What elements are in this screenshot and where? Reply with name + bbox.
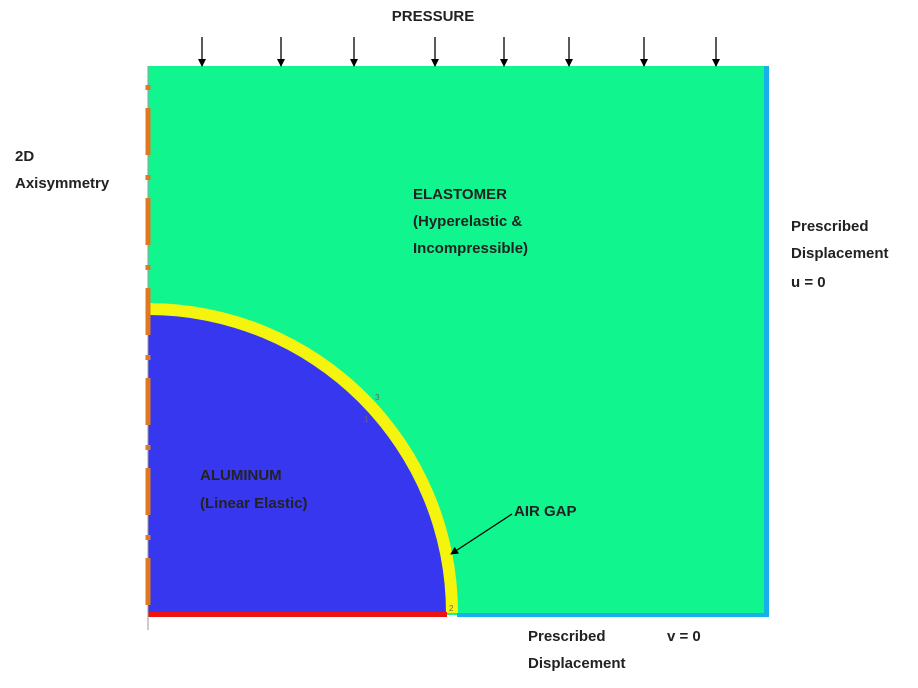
node-label: 3 — [375, 393, 380, 402]
aluminum-label: (Linear Elastic) — [200, 495, 308, 512]
bottom-bc-label: Prescribed — [528, 628, 606, 645]
aluminum-region — [148, 315, 446, 613]
right-boundary — [764, 66, 769, 617]
bottom-boundary-aluminum — [148, 612, 447, 617]
bottom-bc-label: v = 0 — [667, 628, 701, 645]
right-bc-label: u = 0 — [791, 274, 826, 291]
bottom-boundary-elastomer — [457, 613, 769, 617]
bottom-bc-label: Displacement — [528, 655, 626, 672]
air-gap-label: AIR GAP — [514, 503, 577, 520]
axisymmetry-label: 2D — [15, 148, 34, 165]
axisymmetry-label: Axisymmetry — [15, 175, 110, 192]
air-gap-arrow — [450, 513, 513, 555]
pressure-arrows — [198, 37, 720, 67]
node-label: 1 — [364, 415, 369, 424]
right-bc-label: Prescribed — [791, 218, 869, 235]
elastomer-label: (Hyperelastic & — [413, 213, 522, 230]
elastomer-label: Incompressible) — [413, 240, 528, 257]
pressure-label: PRESSURE — [392, 8, 475, 25]
elastomer-label: ELASTOMER — [413, 186, 507, 203]
node-label: 2 — [449, 604, 454, 613]
right-bc-label: Displacement — [791, 245, 889, 262]
aluminum-label: ALUMINUM — [200, 467, 282, 484]
